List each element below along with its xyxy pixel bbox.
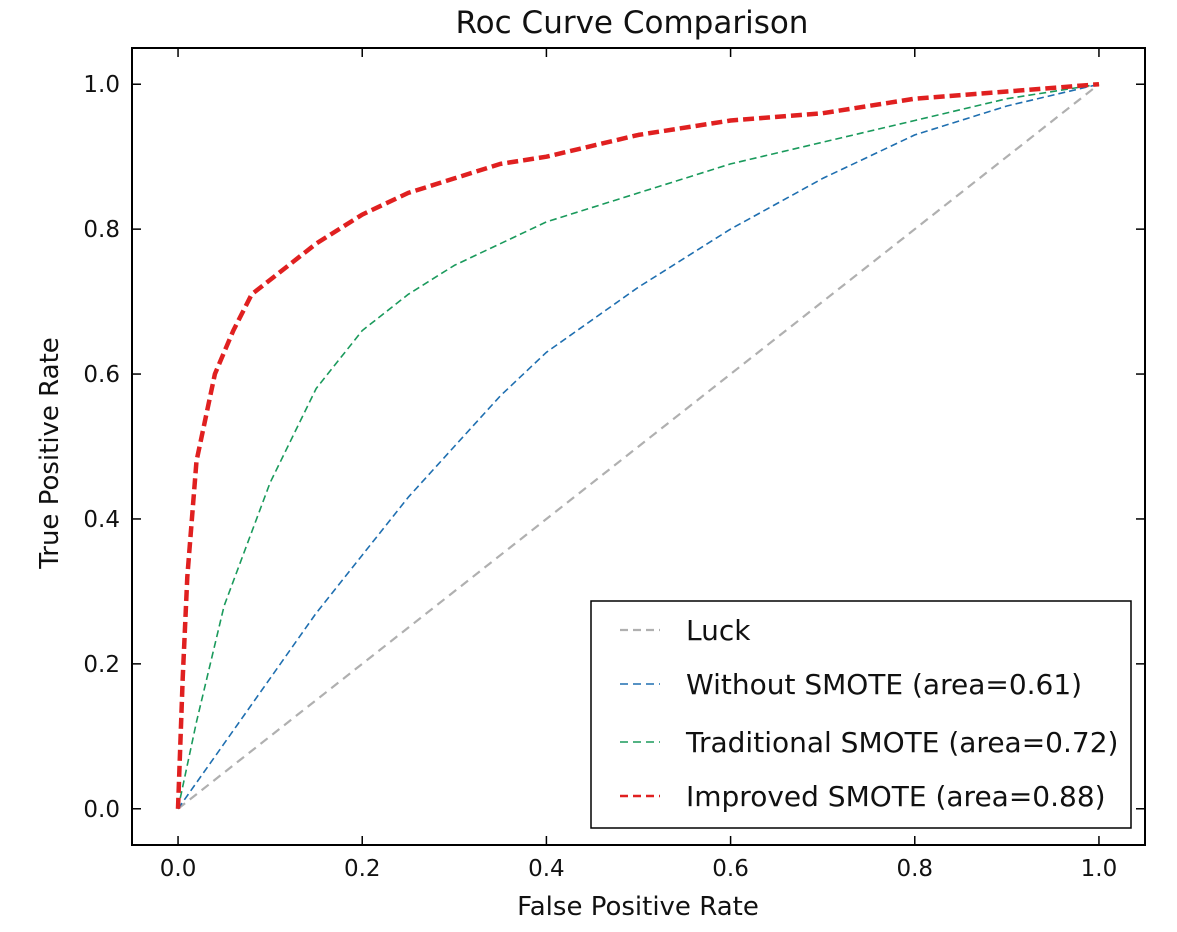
x-axis-label: False Positive Rate [517, 892, 759, 922]
y-tick-label: 0.0 [83, 797, 120, 823]
x-tick-label: 0.0 [160, 856, 197, 882]
y-tick-label: 1.0 [83, 72, 120, 98]
series-line-0 [177, 83, 1100, 810]
y-tick-label: 0.8 [83, 217, 120, 243]
x-tick-label: 0.8 [896, 856, 933, 882]
x-tick-label: 0.4 [528, 856, 565, 882]
series-line-3 [175, 81, 1100, 809]
legend-box [590, 600, 1132, 829]
ticks-layer: 0.0 0.2 0.4 0.6 0.8 1.0 0.0 0.2 0.4 0.6 0.8 1.0 [83, 48, 1145, 882]
y-axis-label: True Positive Rate [35, 337, 65, 570]
x-tick-label: 0.2 [344, 856, 381, 882]
plot-frame [131, 47, 1146, 846]
series-layer [175, 81, 1100, 810]
x-tick-label: 1.0 [1081, 856, 1118, 882]
y-tick-label: 0.2 [83, 652, 120, 678]
y-tick-label: 0.4 [83, 507, 120, 533]
series-line-2 [177, 83, 1100, 809]
legend-label-3: Improved SMOTE (area=0.88) [686, 780, 1106, 813]
legend-label-2: Traditional SMOTE (area=0.72) [685, 726, 1118, 759]
chart-title: Roc Curve Comparison [456, 5, 809, 41]
legend-label-1: Without SMOTE (area=0.61) [686, 668, 1082, 701]
series-line-1 [177, 83, 1100, 810]
y-tick-label: 0.6 [83, 362, 120, 388]
legend: Luck Without SMOTE (area=0.61) Traditional… [590, 600, 1132, 829]
legend-label-0: Luck [686, 614, 751, 647]
x-tick-label: 0.6 [712, 856, 749, 882]
